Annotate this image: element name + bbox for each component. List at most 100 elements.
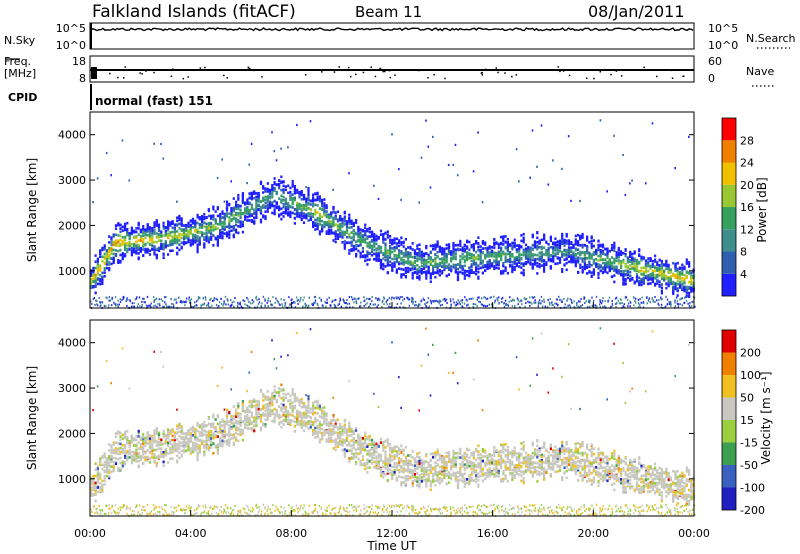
power-cell (94, 266, 97, 270)
power-cell (658, 299, 660, 301)
power-cell (440, 300, 442, 303)
power-cell (312, 212, 315, 216)
velocity-cell (105, 512, 107, 515)
velocity-cell (90, 490, 93, 493)
power-cell (638, 305, 640, 308)
power-cell (239, 220, 242, 223)
power-cell (194, 238, 197, 242)
power-cell (481, 241, 484, 245)
power-cell (577, 300, 580, 303)
power-cell (332, 239, 335, 242)
power-cell (676, 287, 679, 290)
power-cell (515, 257, 518, 261)
power-cell (558, 295, 560, 298)
power-cell (330, 304, 332, 307)
power-cell (270, 303, 272, 306)
power-cell (667, 268, 670, 272)
power-cell (176, 238, 179, 241)
power-cell (622, 273, 625, 276)
power-cell (119, 253, 122, 257)
power-cell (599, 119, 602, 122)
power-cell (211, 304, 213, 307)
velocity-cell (101, 483, 104, 487)
power-cell (210, 225, 213, 229)
power-cell (196, 243, 199, 247)
power-cell (597, 246, 600, 249)
power-cell (302, 214, 306, 217)
velocity-cell (90, 480, 93, 484)
power-cell (463, 302, 466, 305)
power-cell (135, 244, 138, 247)
power-cell (119, 244, 122, 247)
power-cell (257, 208, 260, 212)
power-cell (167, 253, 170, 256)
power-cell (468, 271, 471, 275)
power-cell (635, 268, 639, 271)
power-cell (538, 239, 541, 243)
power-cell (556, 249, 559, 253)
power-cell (522, 271, 525, 275)
velocity-cell (96, 467, 99, 470)
power-cell (635, 301, 637, 304)
power-cell (216, 243, 219, 246)
power-cell (574, 264, 577, 268)
power-cell (176, 200, 178, 203)
power-cell (187, 225, 190, 228)
power-cell (287, 203, 290, 207)
power-cell (212, 218, 215, 221)
nave-dot (511, 75, 513, 78)
power-cell (148, 249, 152, 253)
power-cell (230, 180, 232, 183)
nave-dot (593, 77, 595, 80)
power-cell (588, 260, 591, 264)
velocity-cell (117, 447, 120, 451)
power-cell (284, 304, 286, 307)
power-cell (538, 241, 541, 244)
power-cell (135, 230, 138, 234)
power-cell (565, 232, 568, 236)
power-cell (561, 299, 563, 302)
velocity-cell (110, 382, 112, 385)
power-cell (565, 261, 568, 265)
power-cell (133, 305, 136, 308)
power-cell (408, 304, 411, 307)
power-cell (191, 238, 195, 241)
power-cell (327, 223, 330, 226)
power-cell (418, 250, 421, 254)
power-cell (323, 213, 326, 217)
power-cell (328, 296, 330, 299)
power-cell (561, 250, 564, 254)
power-cell (203, 225, 206, 228)
power-cell (428, 305, 430, 308)
power-cell (434, 245, 437, 249)
velocity-cell (92, 488, 95, 491)
power-cell (599, 306, 601, 309)
power-cell (264, 195, 267, 199)
power-cell (215, 304, 218, 307)
power-cell (658, 272, 661, 276)
power-cell (676, 299, 678, 302)
power-cell (599, 244, 602, 248)
power-cell (536, 247, 539, 251)
power-cell (647, 274, 650, 277)
power-cell (583, 266, 586, 269)
power-cell (647, 275, 650, 279)
power-cell (463, 248, 466, 252)
power-cell (155, 235, 158, 238)
power-cell (384, 265, 387, 268)
power-cell (456, 271, 460, 274)
power-cell (189, 244, 192, 247)
power-cell (121, 256, 124, 260)
power-cell (558, 256, 562, 260)
power-cell (146, 230, 149, 233)
power-cell (228, 223, 231, 226)
nsearch-label: N.Search (746, 32, 796, 45)
power-cell (293, 196, 296, 200)
power-cell (404, 249, 407, 253)
power-cell (336, 235, 340, 238)
power-cell (477, 277, 480, 280)
power-cell (676, 267, 679, 271)
power-cell (450, 304, 452, 307)
power-cell (563, 241, 566, 244)
power-cell (151, 226, 154, 230)
